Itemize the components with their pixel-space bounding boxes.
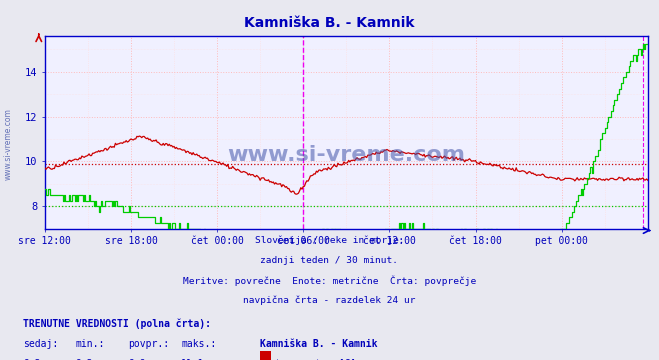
Text: zadnji teden / 30 minut.: zadnji teden / 30 minut. bbox=[260, 256, 399, 265]
Text: Kamniška B. - Kamnik: Kamniška B. - Kamnik bbox=[244, 16, 415, 30]
Text: min.:: min.: bbox=[76, 339, 105, 349]
Text: Kamniška B. - Kamnik: Kamniška B. - Kamnik bbox=[260, 339, 378, 349]
Text: 11,1: 11,1 bbox=[181, 359, 205, 360]
Text: Meritve: povrečne  Enote: metrične  Črta: povprečje: Meritve: povrečne Enote: metrične Črta: … bbox=[183, 275, 476, 286]
Text: maks.:: maks.: bbox=[181, 339, 216, 349]
Text: navpična črta - razdelek 24 ur: navpična črta - razdelek 24 ur bbox=[243, 295, 416, 305]
Text: www.si-vreme.com: www.si-vreme.com bbox=[3, 108, 13, 180]
Text: TRENUTNE VREDNOSTI (polna črta):: TRENUTNE VREDNOSTI (polna črta): bbox=[23, 319, 211, 329]
Text: povpr.:: povpr.: bbox=[129, 339, 169, 349]
Text: www.si-vreme.com: www.si-vreme.com bbox=[227, 145, 465, 165]
Text: 9,9: 9,9 bbox=[129, 359, 146, 360]
Text: sedaj:: sedaj: bbox=[23, 339, 58, 349]
Text: temperatura[C]: temperatura[C] bbox=[275, 359, 357, 360]
Text: 9,2: 9,2 bbox=[23, 359, 41, 360]
Text: Slovenija / reke in morje.: Slovenija / reke in morje. bbox=[255, 236, 404, 245]
Text: 9,2: 9,2 bbox=[76, 359, 94, 360]
